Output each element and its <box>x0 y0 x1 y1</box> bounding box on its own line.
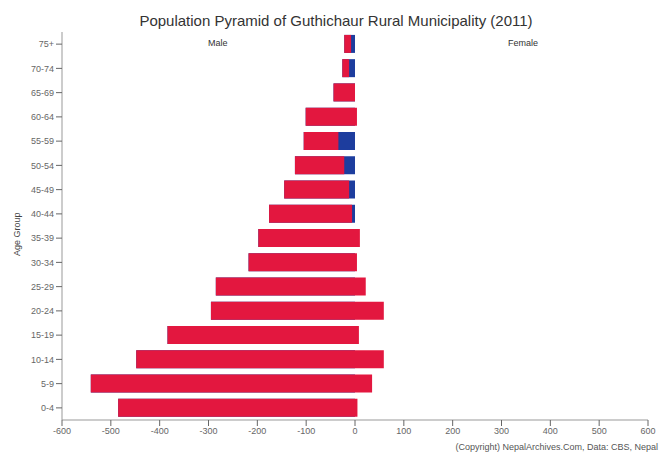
svg-text:25-29: 25-29 <box>31 282 54 292</box>
svg-text:70-74: 70-74 <box>31 64 54 74</box>
svg-text:60-64: 60-64 <box>31 112 54 122</box>
svg-text:10-14: 10-14 <box>31 355 54 365</box>
svg-text:-200: -200 <box>248 426 266 436</box>
svg-text:40-44: 40-44 <box>31 209 54 219</box>
svg-text:30-34: 30-34 <box>31 258 54 268</box>
svg-text:400: 400 <box>543 426 558 436</box>
svg-text:15-19: 15-19 <box>31 330 54 340</box>
html-text:Female: Female <box>508 38 538 48</box>
svg-text:55-59: 55-59 <box>31 136 54 146</box>
svg-text:-500: -500 <box>102 426 120 436</box>
svg-text:600: 600 <box>640 426 655 436</box>
svg-text:35-39: 35-39 <box>31 233 54 243</box>
svg-text:45-49: 45-49 <box>31 185 54 195</box>
svg-text:-100: -100 <box>297 426 315 436</box>
html-text:(Copyright) NepalArchives.Com,: (Copyright) NepalArchives.Com, Data: CBS… <box>455 442 658 452</box>
svg-text:Age Group: Age Group <box>12 212 22 256</box>
html-text:Population Pyramid of Guthicha: Population Pyramid of Guthichaur Rural M… <box>139 12 533 29</box>
html-text:Male: Male <box>208 38 228 48</box>
svg-text:100: 100 <box>396 426 411 436</box>
svg-text:20-24: 20-24 <box>31 306 54 316</box>
svg-text:-600: -600 <box>53 426 71 436</box>
svg-text:75+: 75+ <box>39 39 54 49</box>
svg-text:300: 300 <box>494 426 509 436</box>
svg-text:0: 0 <box>352 426 357 436</box>
svg-text:5-9: 5-9 <box>41 379 54 389</box>
svg-text:500: 500 <box>592 426 607 436</box>
svg-text:-400: -400 <box>151 426 169 436</box>
svg-text:65-69: 65-69 <box>31 88 54 98</box>
svg-text:-300: -300 <box>199 426 217 436</box>
svg-text:0-4: 0-4 <box>41 403 54 413</box>
svg-text:200: 200 <box>445 426 460 436</box>
svg-text:50-54: 50-54 <box>31 161 54 171</box>
